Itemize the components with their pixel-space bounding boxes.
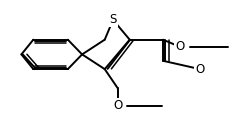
Text: O: O: [175, 40, 184, 53]
Text: S: S: [109, 13, 117, 26]
Text: O: O: [195, 63, 204, 76]
Text: O: O: [113, 99, 122, 112]
